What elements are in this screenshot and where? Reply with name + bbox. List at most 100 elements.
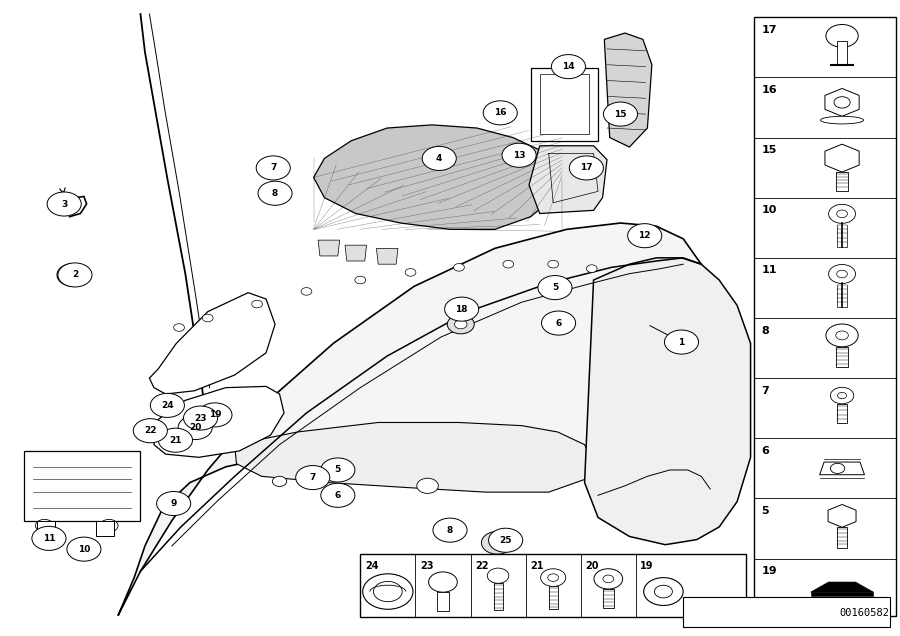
Circle shape	[198, 403, 232, 427]
Polygon shape	[313, 125, 562, 230]
Circle shape	[67, 537, 101, 561]
Circle shape	[445, 297, 479, 321]
Circle shape	[57, 263, 89, 286]
Circle shape	[302, 287, 311, 295]
Circle shape	[296, 466, 329, 490]
Circle shape	[831, 463, 845, 473]
Text: 7: 7	[310, 473, 316, 482]
Ellipse shape	[821, 116, 864, 124]
Text: 19: 19	[209, 410, 221, 419]
Text: 6: 6	[761, 446, 770, 456]
Circle shape	[454, 263, 464, 271]
Circle shape	[654, 585, 672, 598]
Polygon shape	[825, 88, 860, 116]
Polygon shape	[149, 293, 275, 394]
Circle shape	[548, 260, 559, 268]
Text: 20: 20	[585, 561, 598, 571]
Circle shape	[552, 55, 586, 79]
Text: 18: 18	[455, 305, 468, 314]
Circle shape	[837, 210, 848, 218]
Polygon shape	[154, 387, 284, 457]
Text: 16: 16	[761, 85, 777, 95]
Text: 8: 8	[761, 326, 770, 336]
Polygon shape	[235, 422, 594, 492]
Text: 11: 11	[42, 534, 55, 543]
Circle shape	[487, 568, 508, 583]
Circle shape	[405, 268, 416, 276]
Bar	[549, 586, 558, 609]
Bar	[837, 404, 848, 423]
Text: 23: 23	[420, 561, 434, 571]
Polygon shape	[531, 68, 598, 141]
Text: 5: 5	[761, 506, 769, 516]
Text: 19: 19	[761, 566, 777, 576]
Circle shape	[503, 260, 514, 268]
Circle shape	[65, 269, 81, 280]
Circle shape	[252, 300, 263, 308]
Circle shape	[836, 331, 849, 340]
Text: 00160582: 00160582	[840, 608, 889, 618]
Text: 10: 10	[761, 205, 777, 216]
Text: 1: 1	[679, 338, 685, 347]
Text: 23: 23	[194, 413, 207, 422]
Bar	[493, 583, 502, 610]
Circle shape	[831, 387, 854, 404]
Bar	[836, 172, 849, 191]
Circle shape	[644, 577, 683, 605]
Polygon shape	[529, 146, 607, 214]
Text: 13: 13	[513, 151, 526, 160]
Circle shape	[826, 25, 859, 47]
Bar	[754, 17, 896, 616]
Circle shape	[174, 324, 184, 331]
Polygon shape	[318, 240, 339, 256]
Circle shape	[133, 418, 167, 443]
Circle shape	[258, 181, 292, 205]
Text: 8: 8	[447, 525, 453, 535]
Polygon shape	[376, 248, 398, 264]
Text: 15: 15	[614, 109, 626, 118]
Text: 11: 11	[761, 265, 777, 275]
Text: 15: 15	[761, 145, 777, 155]
Bar	[436, 591, 449, 611]
Circle shape	[548, 574, 559, 581]
Text: 17: 17	[761, 25, 777, 35]
Circle shape	[178, 415, 212, 439]
Circle shape	[35, 520, 53, 532]
Polygon shape	[540, 74, 590, 134]
Circle shape	[273, 476, 287, 487]
Circle shape	[538, 275, 572, 300]
Circle shape	[422, 146, 456, 170]
Circle shape	[542, 311, 576, 335]
Polygon shape	[820, 462, 865, 474]
Circle shape	[834, 97, 850, 108]
Circle shape	[32, 527, 66, 550]
Circle shape	[826, 324, 859, 347]
Circle shape	[47, 192, 81, 216]
Bar	[683, 597, 889, 627]
Circle shape	[355, 276, 365, 284]
Circle shape	[664, 330, 698, 354]
Text: 3: 3	[61, 200, 68, 209]
Circle shape	[570, 156, 603, 180]
Text: 22: 22	[144, 426, 157, 435]
Circle shape	[202, 314, 213, 322]
Circle shape	[428, 572, 457, 592]
Text: 5: 5	[335, 466, 341, 474]
Circle shape	[541, 569, 566, 586]
Bar	[837, 527, 848, 548]
Text: 10: 10	[77, 544, 90, 553]
Polygon shape	[118, 223, 719, 616]
Circle shape	[320, 458, 355, 482]
Text: 7: 7	[761, 386, 770, 396]
Circle shape	[447, 315, 474, 334]
Circle shape	[603, 575, 614, 583]
Circle shape	[837, 270, 848, 278]
Circle shape	[320, 483, 355, 508]
Circle shape	[627, 224, 662, 247]
Circle shape	[594, 569, 623, 589]
Bar	[360, 553, 746, 617]
Text: 24: 24	[161, 401, 174, 410]
Polygon shape	[585, 258, 751, 544]
Circle shape	[482, 532, 514, 554]
Polygon shape	[811, 592, 874, 596]
